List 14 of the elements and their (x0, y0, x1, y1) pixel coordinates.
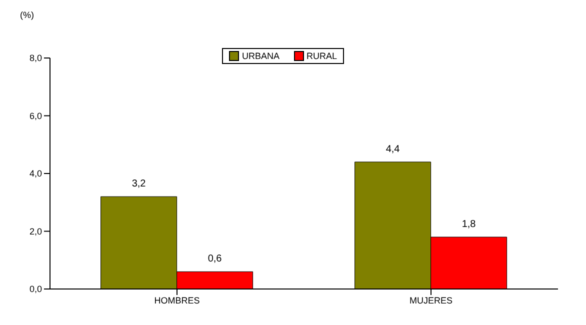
y-tick-label: 2,0 (29, 226, 42, 236)
y-axis-title: (%) (20, 10, 34, 20)
legend-label: RURAL (306, 51, 338, 61)
data-label: 3,2 (132, 178, 146, 190)
data-label: 4,4 (386, 144, 400, 155)
legend-label: URBANA (240, 51, 280, 61)
y-tick-label: 8,0 (29, 53, 42, 64)
x-tick-label: HOMBRES (154, 295, 200, 306)
data-label: 0,6 (208, 254, 222, 265)
y-tick-label: 4,0 (29, 168, 42, 179)
data-label: 1,8 (462, 219, 476, 230)
y-tick-label: 6,0 (29, 110, 42, 121)
x-tick-label: MUJERES (409, 295, 453, 306)
y-tick-label: 0,0 (29, 284, 42, 294)
